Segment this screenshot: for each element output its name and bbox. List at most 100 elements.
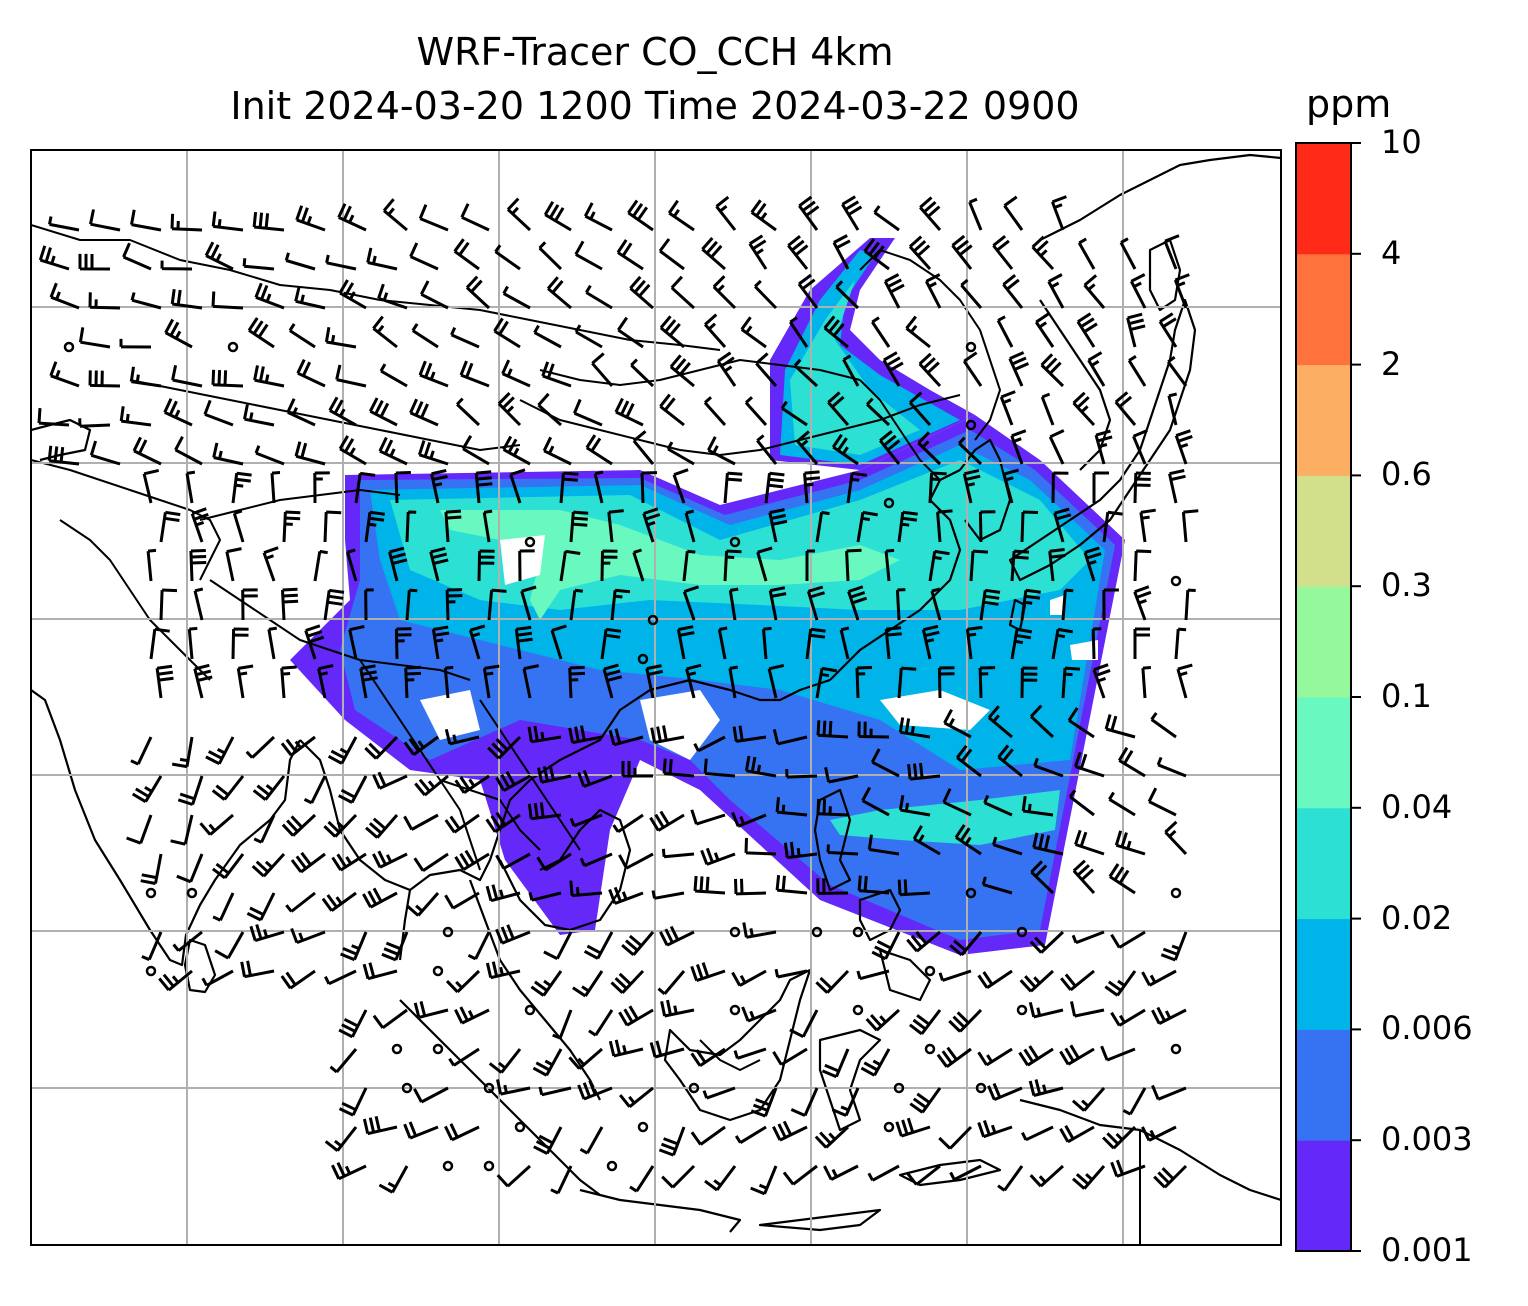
wind-barb <box>176 853 204 884</box>
wind-barb <box>520 585 537 621</box>
wind-barb <box>832 234 851 270</box>
wind-barb <box>662 758 695 778</box>
wind-barb <box>942 788 972 817</box>
field-level-0.04 <box>440 510 900 620</box>
wind-barb <box>456 397 481 427</box>
wind-barb <box>616 239 644 271</box>
wind-barb <box>212 853 245 880</box>
wind-barb <box>1077 237 1096 270</box>
wind-barb <box>981 876 1013 895</box>
wind-barb <box>690 1125 726 1146</box>
wind-barb <box>290 851 326 874</box>
wind-barb <box>1019 969 1055 993</box>
field-gap-4 <box>420 690 480 740</box>
colorbar-band-5 <box>1296 586 1351 698</box>
wind-barb <box>806 585 825 621</box>
wind-barb <box>659 925 695 947</box>
wind-barbs <box>37 195 1199 1196</box>
wind-barb <box>286 398 316 427</box>
wind-barb <box>585 434 613 466</box>
colorbar-band-1 <box>1296 1029 1351 1141</box>
wind-barb <box>378 1165 409 1194</box>
wind-barb <box>693 875 726 895</box>
wind-barb <box>789 1009 819 1039</box>
wind-barb <box>938 1125 973 1150</box>
colorbar <box>1296 143 1351 1252</box>
wind-barb <box>978 510 996 543</box>
coastline-java <box>579 1188 742 1233</box>
wind-barb <box>614 397 644 427</box>
wind-barb <box>630 358 655 388</box>
wind-barb <box>1083 546 1102 582</box>
wind-barb <box>1133 627 1150 659</box>
wind-barb <box>1151 1006 1187 1025</box>
wind-barb <box>600 627 622 660</box>
wind-barb <box>649 810 685 832</box>
wind-barb <box>522 664 539 699</box>
wind-barb <box>733 1047 767 1060</box>
wind-barb <box>1061 666 1081 699</box>
wind-barb <box>160 260 193 271</box>
calm-wind-marker <box>729 1004 741 1016</box>
calm-wind-marker <box>606 1160 618 1172</box>
wind-barb <box>841 195 863 231</box>
calm-wind-marker <box>729 536 741 548</box>
wind-barb <box>485 811 521 834</box>
wind-barb <box>617 316 644 349</box>
wind-barb <box>936 509 953 543</box>
wind-barb <box>1031 235 1055 271</box>
wind-barb <box>140 853 163 885</box>
wind-barb <box>728 665 739 699</box>
wind-barb <box>956 744 982 778</box>
wind-barb <box>717 626 728 660</box>
wind-barb <box>155 664 174 699</box>
wind-barb <box>649 1040 685 1059</box>
wind-barb <box>1163 234 1180 270</box>
calm-wind-marker <box>1170 887 1182 899</box>
wind-barb <box>249 924 285 943</box>
wind-barb <box>796 430 819 465</box>
colorbar-band-6 <box>1296 475 1351 587</box>
wind-barb <box>861 786 890 817</box>
wind-barb <box>211 775 245 801</box>
calm-wind-marker <box>965 341 977 353</box>
wind-barb <box>49 361 80 388</box>
wind-barb <box>1021 795 1054 817</box>
wind-barb <box>1141 969 1177 987</box>
wind-barb <box>936 1046 972 1069</box>
wind-barb <box>331 852 367 872</box>
wind-barb <box>574 240 603 271</box>
wind-barb <box>163 398 193 427</box>
wind-barb <box>1104 714 1136 739</box>
wind-barb <box>856 510 878 543</box>
wind-barb <box>538 1086 572 1097</box>
wind-barb <box>669 354 695 388</box>
wind-barb <box>897 510 918 543</box>
wind-barb <box>1133 585 1152 621</box>
wind-barb <box>409 242 439 271</box>
wind-barb <box>321 891 357 912</box>
wind-barb <box>47 445 80 466</box>
wind-barb <box>323 813 358 838</box>
coastlines <box>31 153 1281 1233</box>
wind-barb <box>682 585 699 621</box>
wind-barb <box>658 238 685 271</box>
wind-barb <box>1091 627 1102 660</box>
wind-barb <box>187 626 198 660</box>
wind-barb <box>246 892 276 922</box>
wind-barb <box>518 549 535 582</box>
wind-barb <box>1040 353 1065 388</box>
wind-barb <box>579 1126 604 1155</box>
wind-barb <box>88 292 121 310</box>
wind-barb <box>608 1039 644 1058</box>
wind-barb <box>627 199 654 232</box>
wind-barb <box>701 237 726 271</box>
calm-wind-marker <box>852 1004 864 1016</box>
wind-barb <box>323 588 345 621</box>
wind-barb <box>536 852 572 872</box>
plot-title-line-2: Init 2024-03-20 1200 Time 2024-03-22 090… <box>230 84 1080 128</box>
wind-barb <box>204 241 234 271</box>
wind-barb <box>1092 663 1111 699</box>
wind-barb <box>618 852 654 870</box>
wind-barb <box>583 931 614 960</box>
